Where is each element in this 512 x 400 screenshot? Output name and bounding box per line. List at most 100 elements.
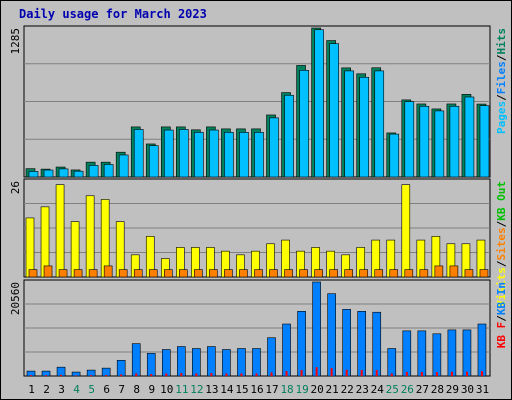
bar-kb-in bbox=[146, 353, 156, 377]
bar-sites bbox=[163, 269, 173, 278]
bar-sites bbox=[374, 269, 384, 278]
legend-top: Pages/Files/Hits bbox=[495, 28, 508, 134]
bar-kb-in bbox=[86, 369, 96, 377]
bar-files bbox=[389, 133, 400, 178]
bar-kb-in bbox=[237, 348, 246, 377]
chart-title: Daily usage for March 2023 bbox=[19, 7, 207, 21]
bar-kb-f bbox=[255, 373, 258, 376]
ymax-label-top: 1285 bbox=[9, 28, 22, 55]
bar-files bbox=[209, 129, 219, 178]
bar-files bbox=[269, 117, 279, 178]
bar-visits bbox=[115, 221, 125, 278]
bar-files bbox=[58, 168, 69, 178]
bar-kb-in bbox=[116, 360, 126, 377]
legend-bottom: KB F/KB In bbox=[495, 282, 508, 348]
legend-entry: / bbox=[495, 54, 508, 61]
bar-kb-in bbox=[282, 323, 291, 377]
x-tick-label: 9 bbox=[148, 383, 155, 396]
x-tick-label: 22 bbox=[341, 383, 354, 396]
bar-sites bbox=[449, 265, 459, 278]
bar-kb-f bbox=[210, 373, 213, 376]
x-tick-label: 4 bbox=[73, 383, 80, 396]
bar-sites bbox=[479, 269, 489, 278]
x-tick-label: 14 bbox=[220, 383, 234, 396]
legend-entry: KB F bbox=[495, 322, 508, 349]
bar-files bbox=[479, 105, 490, 178]
bar-kb-in bbox=[101, 367, 111, 377]
bar-sites bbox=[179, 269, 188, 278]
bar-kb-f bbox=[135, 373, 138, 376]
x-tick-label: 12 bbox=[190, 383, 203, 396]
bar-files bbox=[434, 110, 445, 178]
bar-kb-f bbox=[405, 371, 408, 376]
bar-sites bbox=[299, 269, 308, 278]
x-tick-label: 3 bbox=[58, 383, 65, 396]
legend-entry: Pages bbox=[495, 101, 508, 134]
bar-kb-in bbox=[327, 293, 336, 377]
bar-kb-f bbox=[180, 373, 183, 376]
bar-files bbox=[464, 96, 475, 178]
bar-files bbox=[224, 132, 234, 178]
bar-kb-in bbox=[417, 330, 427, 377]
bar-files bbox=[254, 132, 264, 178]
bar-kb-in bbox=[207, 346, 216, 377]
legend-entry: Files bbox=[495, 61, 508, 94]
bar-kb-f bbox=[375, 370, 378, 376]
bar-kb-f bbox=[345, 369, 348, 376]
ymax-label-bottom: 20560 bbox=[9, 282, 22, 315]
bar-kb-in bbox=[432, 333, 442, 377]
bar-kb-f bbox=[420, 371, 423, 376]
bar-kb-f bbox=[75, 375, 78, 376]
bar-kb-f bbox=[435, 372, 438, 376]
bar-files bbox=[28, 171, 39, 178]
bar-kb-in bbox=[297, 311, 306, 377]
bar-sites bbox=[269, 269, 278, 278]
legend-middle: Visits/Sites/KB Out bbox=[495, 181, 508, 307]
bar-files bbox=[314, 29, 324, 178]
bar-files bbox=[163, 129, 174, 178]
x-tick-label: 15 bbox=[235, 383, 248, 396]
bar-sites bbox=[224, 269, 233, 278]
x-tick-label: 27 bbox=[416, 383, 429, 396]
x-tick-label: 16 bbox=[250, 383, 263, 396]
bar-sites bbox=[254, 269, 263, 278]
bar-kb-in bbox=[222, 349, 231, 377]
bar-kb-in bbox=[131, 343, 141, 377]
x-tick-label: 21 bbox=[326, 383, 339, 396]
bar-files bbox=[359, 76, 370, 178]
bar-kb-f bbox=[195, 373, 198, 376]
bar-kb-f bbox=[480, 371, 483, 376]
x-tick-label: 19 bbox=[295, 383, 308, 396]
bar-visits bbox=[100, 199, 110, 278]
bar-sites bbox=[148, 269, 158, 278]
bar-sites bbox=[344, 269, 353, 278]
bar-kb-in bbox=[161, 349, 171, 377]
bar-sites bbox=[118, 269, 128, 278]
bar-kb-f bbox=[150, 374, 153, 376]
bar-kb-f bbox=[300, 370, 303, 376]
bar-files bbox=[284, 94, 294, 178]
bar-sites bbox=[58, 269, 68, 278]
bar-sites bbox=[133, 269, 143, 278]
bar-files bbox=[73, 170, 84, 178]
x-tick-label: 30 bbox=[461, 383, 474, 396]
bar-sites bbox=[284, 269, 293, 278]
bar-kb-f bbox=[270, 372, 273, 376]
bar-files bbox=[419, 105, 430, 178]
bar-visits bbox=[85, 195, 95, 278]
bar-files bbox=[179, 129, 189, 178]
bar-kb-f bbox=[45, 375, 48, 376]
x-tick-label: 7 bbox=[118, 383, 125, 396]
x-tick-label: 29 bbox=[446, 383, 459, 396]
bar-kb-in bbox=[56, 366, 66, 377]
x-tick-label: 24 bbox=[371, 383, 385, 396]
bar-visits bbox=[70, 221, 80, 278]
bar-kb-f bbox=[120, 374, 123, 376]
bar-kb-in bbox=[447, 329, 457, 377]
x-tick-label: 26 bbox=[401, 383, 414, 396]
x-tick-label: 25 bbox=[386, 383, 399, 396]
bar-files bbox=[103, 164, 114, 178]
legend-entry: KB Out bbox=[495, 181, 508, 221]
bar-kb-in bbox=[312, 281, 321, 377]
bar-kb-in bbox=[462, 329, 472, 377]
